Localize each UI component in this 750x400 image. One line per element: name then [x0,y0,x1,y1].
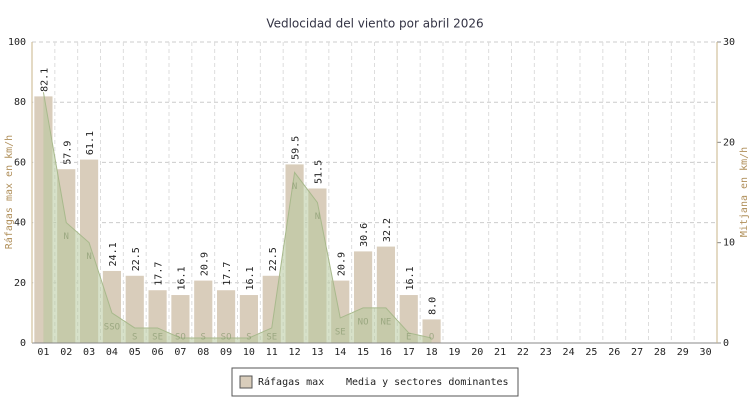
x-tick-label: 21 [494,347,506,358]
x-tick-label: 15 [357,347,369,358]
sector-label: E [406,333,411,343]
y-tick-label: 60 [14,157,26,168]
x-tick-label: 03 [83,347,95,358]
sector-label: NO [358,317,369,327]
x-tick-label: 06 [152,347,164,358]
x-tick-label: 26 [608,347,620,358]
data-label: 17.7 [154,262,165,286]
data-label: 8.0 [428,297,439,315]
x-tick-label: 19 [448,347,460,358]
legend-label: Media y sectores dominantes [346,377,509,388]
y-tick-label: 20 [14,278,26,289]
legend-swatch [239,375,253,389]
data-label: 61.1 [85,131,96,155]
x-tick-label: 27 [631,347,643,358]
x-tick-label: 29 [677,347,689,358]
x-tick-label: 23 [540,347,552,358]
x-tick-label: 14 [334,347,346,358]
data-label: 20.9 [199,252,210,276]
x-tick-label: 08 [197,347,209,358]
data-label: 82.1 [39,68,50,92]
x-tick-label: 12 [289,347,301,358]
sector-label: O [429,333,434,343]
legend-label: Ráfagas max [258,376,324,388]
data-label: 59.5 [291,136,302,160]
x-tick-label: 16 [380,347,392,358]
data-label: 51.5 [313,160,324,184]
sector-label: N [292,182,297,192]
y2-tick-label: 0 [723,338,729,349]
sector-label: SO [221,333,232,343]
x-tick-label: 04 [106,347,118,358]
data-label: 24.1 [108,242,119,266]
area-fill [43,92,432,344]
sector-label: SE [152,333,163,343]
sector-label: S [201,333,206,343]
data-label: 20.9 [336,252,347,276]
x-tick-label: 17 [403,347,415,358]
area-line [42,92,432,339]
y2-axis-title: Mitjana en km/h [739,147,750,237]
x-tick-label: 09 [220,347,232,358]
y-axis-title: Ráfagas max en km/h [3,135,15,249]
sector-label: SO [175,333,186,343]
y-tick-label: 100 [8,37,26,48]
data-label: 16.1 [245,266,256,290]
data-label: 32.2 [382,218,393,242]
sector-label: N [86,252,91,262]
x-tick-label: 24 [563,347,575,358]
sector-label: S [132,333,137,343]
x-tick-label: 22 [517,347,529,358]
x-tick-label: 20 [471,347,483,358]
x-tick-label: 25 [585,347,597,358]
data-label: 30.6 [359,223,370,247]
sector-label: SE [266,333,277,343]
x-tick-label: 02 [60,347,72,358]
data-label: 22.5 [268,247,279,271]
x-tick-label: 13 [311,347,323,358]
x-tick-label: 07 [174,347,186,358]
sector-label: SSO [104,322,120,332]
legend-box [231,367,519,397]
data-label: 22.5 [131,247,142,271]
y2-tick-label: 30 [723,37,735,48]
y-tick-label: 40 [14,218,26,229]
y2-tick-label: 10 [723,238,735,249]
x-tick-label: 30 [700,347,712,358]
chart-title: Vedlocidad del viento por abril 2026 [266,17,483,31]
x-tick-label: 28 [654,347,666,358]
x-tick-label: 18 [426,347,438,358]
sector-label: S [246,333,251,343]
data-label: 16.1 [405,266,416,290]
y2-tick-label: 20 [723,137,735,148]
data-label: 57.9 [62,141,73,165]
x-tick-label: 01 [37,347,49,358]
sector-label: N [315,212,320,222]
x-tick-label: 11 [266,347,278,358]
data-label: 16.1 [176,266,187,290]
sector-label: N [64,232,69,242]
x-tick-label: 10 [243,347,255,358]
sector-label: NE [380,317,391,327]
sector-label: SE [335,327,346,337]
y-tick-label: 80 [14,97,26,108]
x-tick-label: 05 [129,347,141,358]
data-label: 17.7 [222,262,233,286]
y-tick-label: 0 [20,338,26,349]
